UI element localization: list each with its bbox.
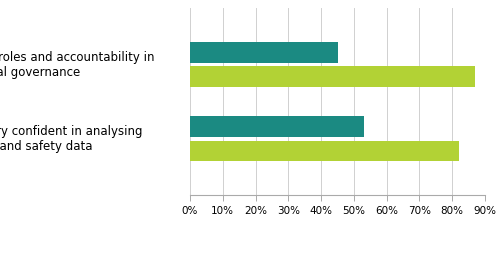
Bar bbox=[190, 42, 338, 63]
Bar bbox=[190, 141, 459, 161]
Legend: Before training, After training: Before training, After training bbox=[260, 269, 463, 271]
Bar bbox=[190, 116, 364, 137]
Bar bbox=[190, 66, 475, 87]
